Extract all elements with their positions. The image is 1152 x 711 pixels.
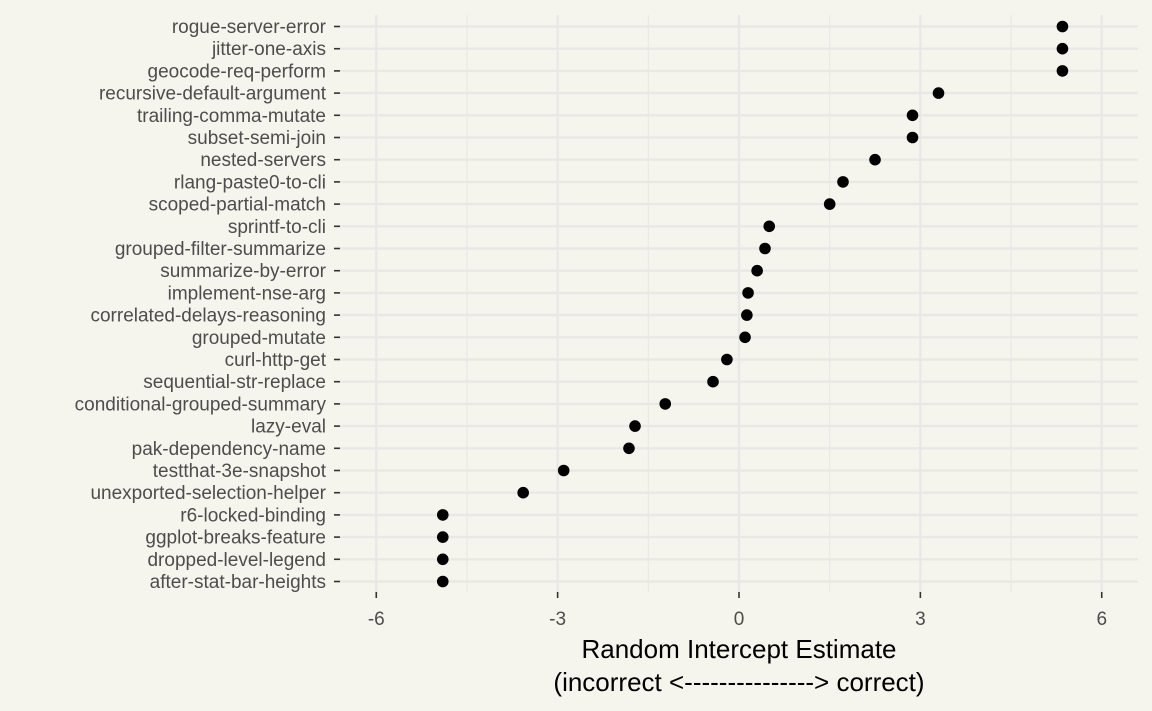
y-tick-label: scoped-partial-match xyxy=(149,195,326,216)
data-point xyxy=(869,153,881,166)
data-point xyxy=(629,420,641,432)
data-point xyxy=(436,575,449,588)
data-point xyxy=(759,242,771,255)
x-axis-title-line: (incorrect <---------------> correct) xyxy=(553,667,924,697)
y-tick-label: grouped-mutate xyxy=(192,328,326,349)
data-point xyxy=(823,198,836,210)
y-tick-label: ggplot-breaks-feature xyxy=(145,528,326,549)
data-point xyxy=(707,375,719,388)
y-tick-label: sequential-str-replace xyxy=(143,372,326,393)
y-tick-label: testthat-3e-snapshot xyxy=(153,461,327,482)
data-point xyxy=(1056,42,1069,55)
data-point xyxy=(659,398,672,410)
y-tick-label: jitter-one-axis xyxy=(211,39,326,60)
data-point xyxy=(751,264,763,277)
y-tick-label: recursive-default-argument xyxy=(99,84,327,105)
x-tick-label: -3 xyxy=(549,609,566,630)
data-point xyxy=(742,287,754,299)
data-point xyxy=(741,309,753,321)
data-point xyxy=(1056,20,1069,33)
y-tick-label: geocode-req-perform xyxy=(148,61,326,82)
data-point xyxy=(436,509,449,521)
y-tick-label: r6-locked-binding xyxy=(180,505,326,526)
y-axis-labels: rogue-server-errorjitter-one-axisgeocode… xyxy=(75,17,340,593)
y-tick-label: correlated-delays-reasoning xyxy=(90,306,326,327)
data-points xyxy=(436,20,1069,588)
data-point xyxy=(932,87,945,99)
data-point xyxy=(906,109,919,122)
data-point xyxy=(517,486,529,499)
y-tick-label: pak-dependency-name xyxy=(132,439,326,460)
y-tick-label: trailing-comma-mutate xyxy=(137,106,326,127)
y-tick-label: after-stat-bar-heights xyxy=(150,572,326,593)
y-tick-label: sprintf-to-cli xyxy=(228,217,326,238)
data-point xyxy=(906,131,919,144)
y-tick-label: grouped-filter-summarize xyxy=(115,239,326,260)
data-point xyxy=(1056,65,1069,77)
data-point xyxy=(721,353,733,366)
y-tick-label: summarize-by-error xyxy=(160,261,326,282)
x-tick-label: 0 xyxy=(734,609,745,630)
x-tick-label: -6 xyxy=(368,609,385,630)
data-point xyxy=(436,553,449,566)
y-tick-label: rogue-server-error xyxy=(172,17,327,38)
data-point xyxy=(763,220,776,233)
y-tick-label: unexported-selection-helper xyxy=(90,483,326,504)
grid-layer xyxy=(340,15,1138,592)
data-point xyxy=(623,442,635,455)
x-axis-title-line: Random Intercept Estimate xyxy=(581,634,896,664)
y-tick-label: implement-nse-arg xyxy=(168,283,326,304)
y-tick-label: lazy-eval xyxy=(251,417,326,438)
data-point xyxy=(739,331,751,344)
y-tick-label: subset-semi-join xyxy=(188,128,326,149)
x-tick-label: 6 xyxy=(1096,609,1107,630)
y-tick-label: curl-http-get xyxy=(225,350,327,371)
data-point xyxy=(557,464,570,477)
y-tick-label: dropped-level-legend xyxy=(147,550,326,571)
y-tick-label: conditional-grouped-summary xyxy=(75,394,327,415)
data-point xyxy=(436,531,449,543)
data-point xyxy=(837,176,849,188)
y-tick-label: rlang-paste0-to-cli xyxy=(174,172,326,193)
x-axis-labels: -6 -3 0 3 6 xyxy=(368,592,1107,630)
y-tick-label: nested-servers xyxy=(200,150,326,171)
x-axis-title: Random Intercept Estimate(incorrect <---… xyxy=(553,634,924,697)
x-tick-label: 3 xyxy=(915,609,926,630)
